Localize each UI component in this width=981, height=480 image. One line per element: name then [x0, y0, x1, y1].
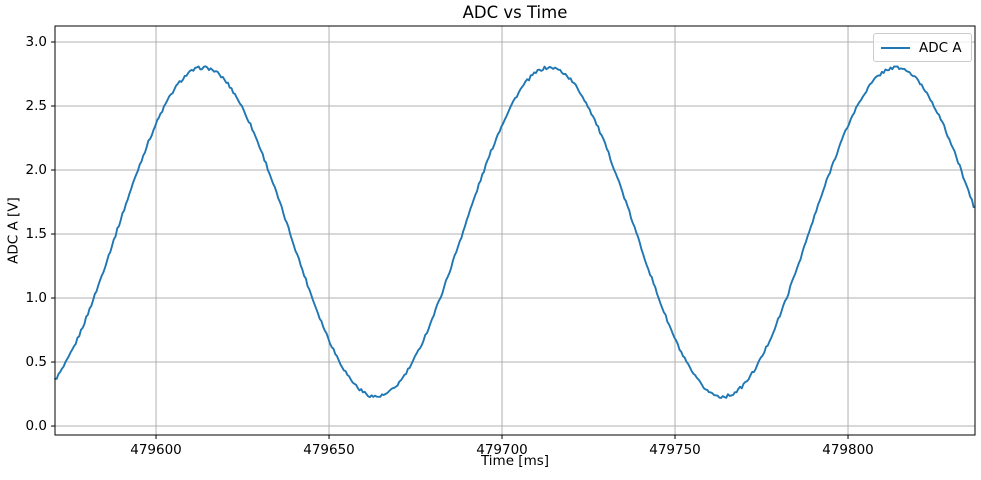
- x-tick-label: 479800: [822, 442, 874, 458]
- y-tick-label: 1.5: [25, 226, 47, 243]
- legend-label: ADC A: [919, 39, 962, 56]
- x-tick-label: 479700: [476, 442, 528, 458]
- x-tick-label: 479750: [649, 442, 701, 458]
- x-tick-label: 479650: [303, 442, 355, 458]
- y-tick-label: 3.0: [25, 34, 47, 50]
- y-tick-label: 0.0: [25, 418, 47, 435]
- y-tick-label: 1.0: [25, 290, 47, 307]
- y-tick-label: 2.5: [25, 98, 47, 114]
- series-line-adc-a: [54, 65, 975, 399]
- x-axis-label: Time [ms]: [480, 453, 550, 469]
- x-tick-label: 479600: [130, 442, 182, 458]
- axes-spines: [54, 25, 976, 436]
- legend: ADC A: [873, 33, 972, 62]
- chart-title: ADC vs Time: [462, 3, 568, 22]
- y-tick-label: 2.0: [25, 162, 47, 178]
- axes-background: [55, 26, 975, 435]
- y-tick-label: 0.5: [25, 354, 47, 371]
- legend-line-swatch: [881, 46, 910, 49]
